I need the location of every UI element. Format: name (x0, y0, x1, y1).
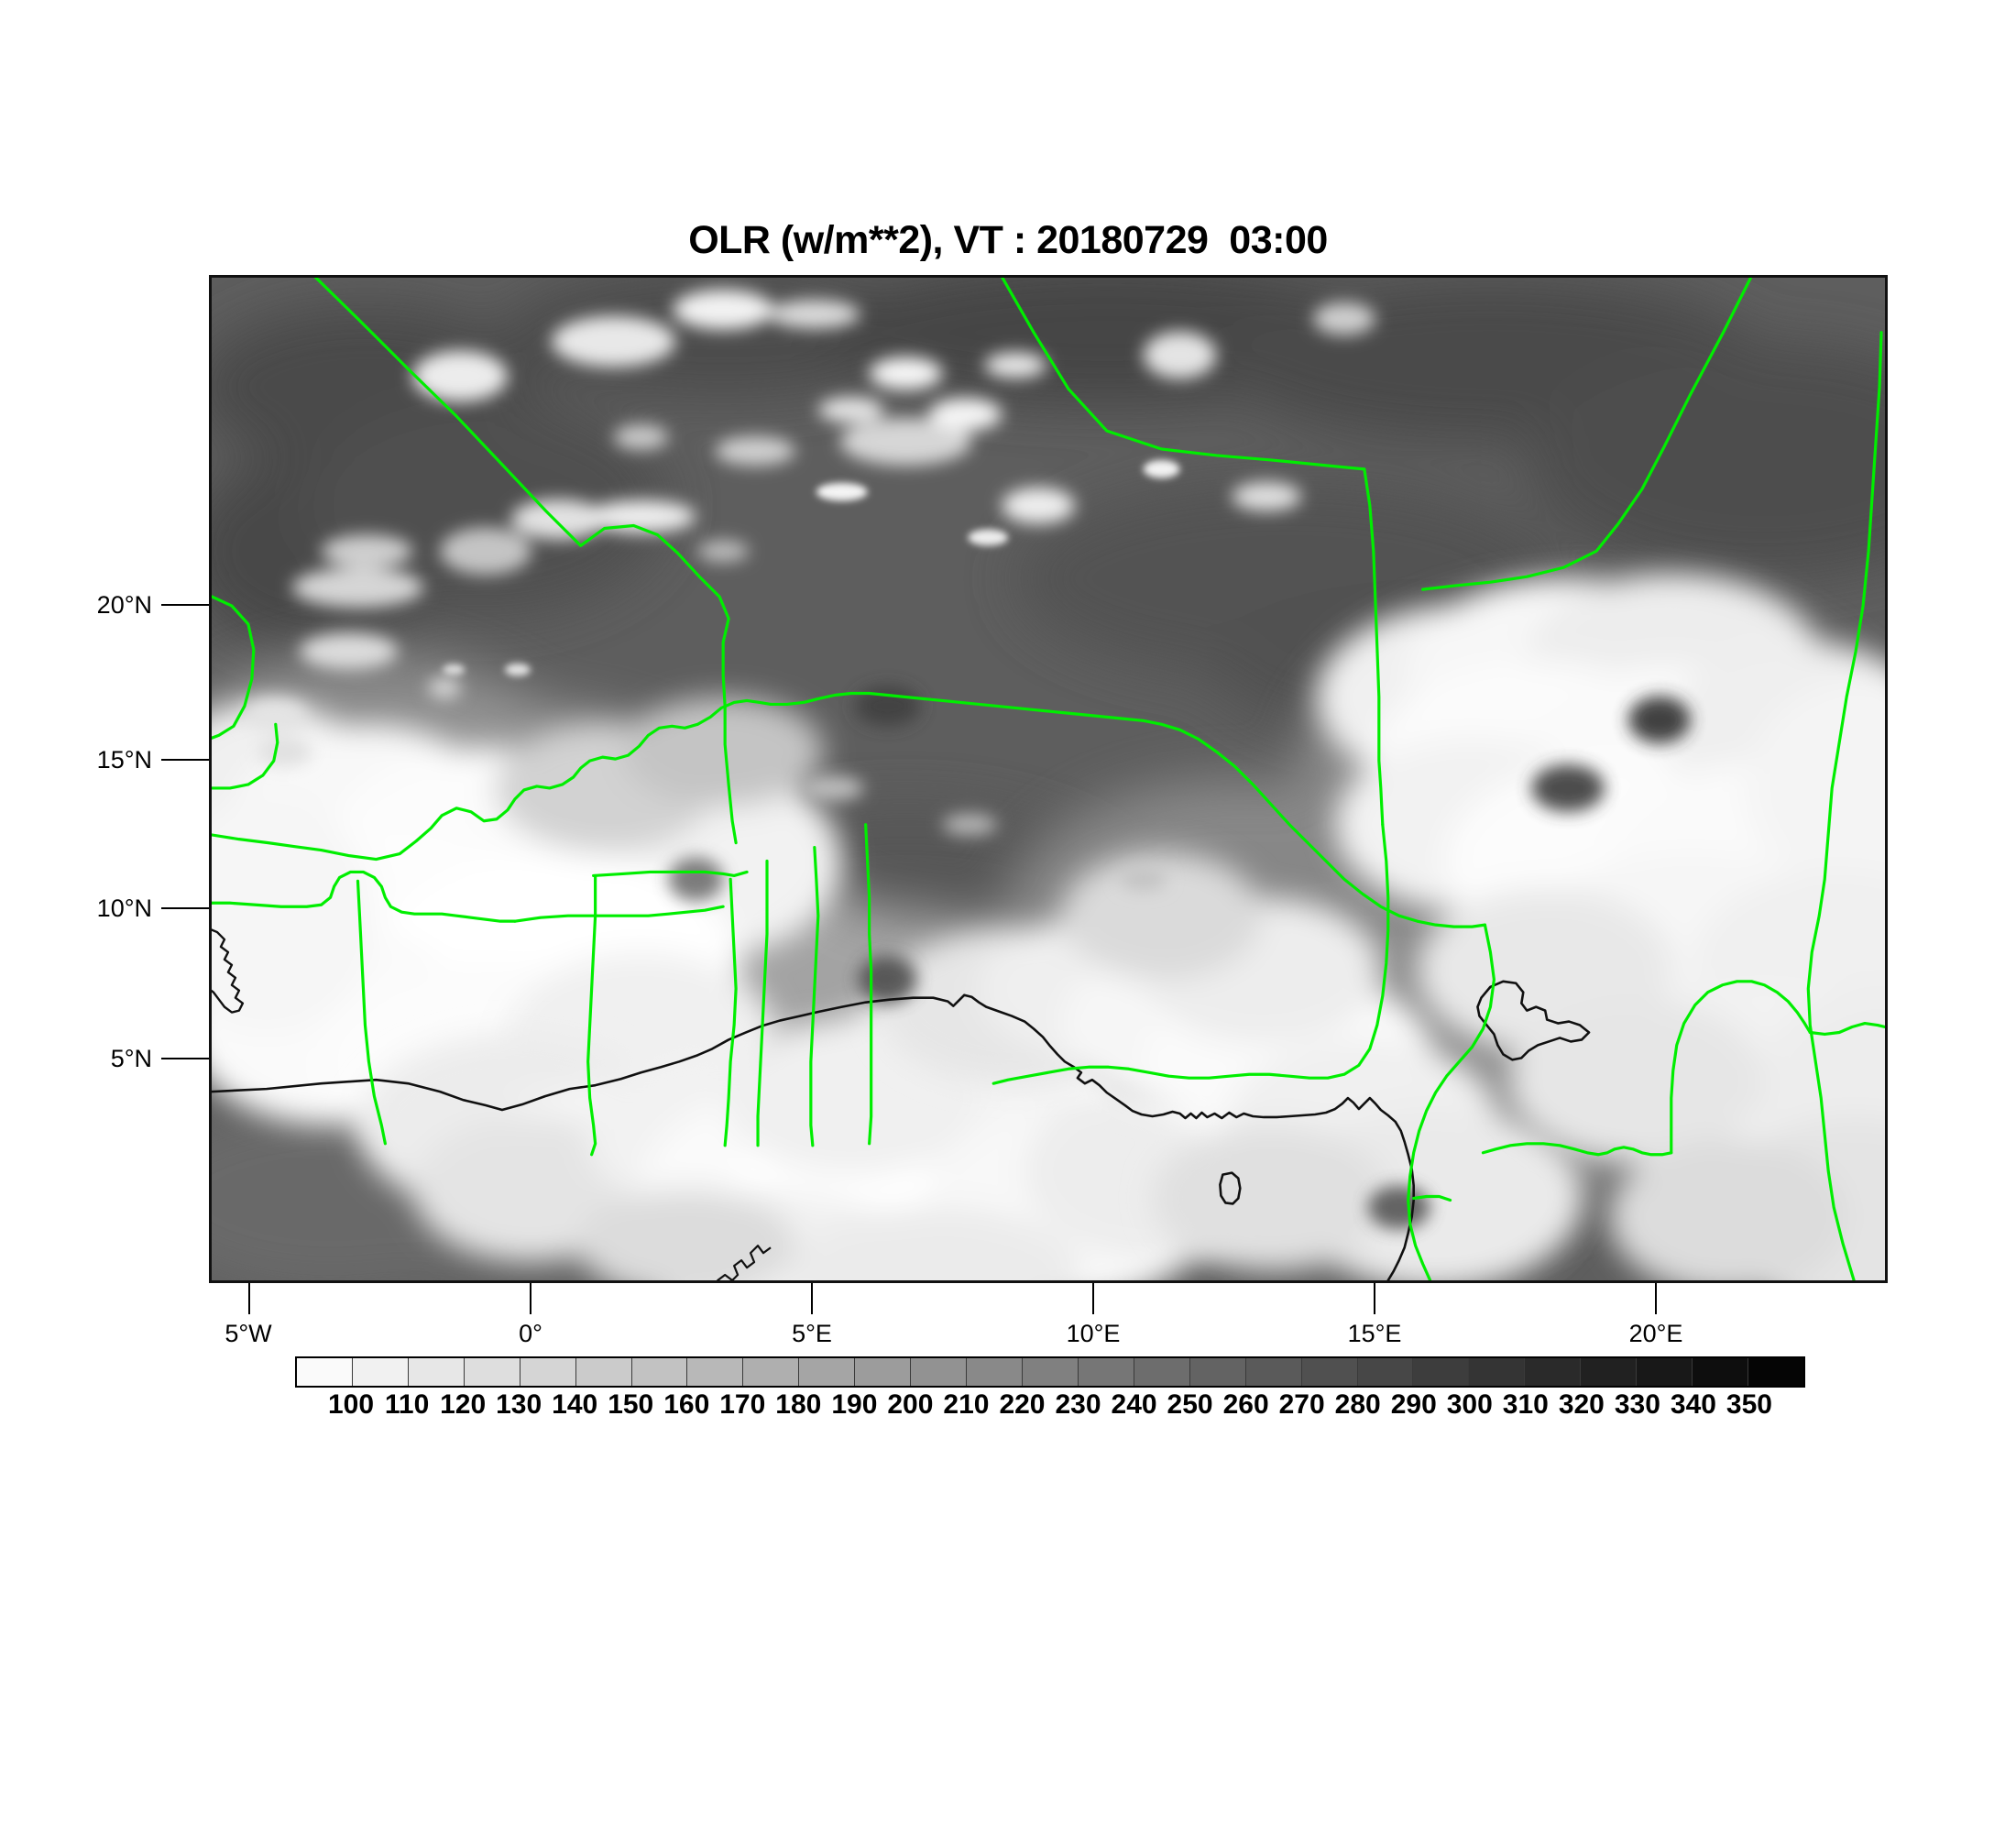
colorbar-cell (297, 1358, 353, 1386)
olr-raster (212, 278, 1885, 1280)
lon-label-10E: 10°E (1066, 1320, 1121, 1347)
lon-label-5E: 5°E (792, 1320, 832, 1347)
colorbar-cell (687, 1358, 744, 1386)
colorbar-tick-labels: 100 110 120 130 140 150 160 170 180 190 200 210 220 2… (295, 1389, 1805, 1426)
colorbar-tick-label: 260 (1222, 1389, 1269, 1420)
colorbar-cell (1413, 1358, 1470, 1386)
colorbar-cell (464, 1358, 520, 1386)
colorbar-tick-label: 310 (1502, 1389, 1549, 1420)
colorbar-cell (1748, 1358, 1803, 1386)
olr-field (212, 278, 1885, 1280)
colorbar-cell (743, 1358, 800, 1386)
colorbar-tick-label: 240 (1111, 1389, 1157, 1420)
lat-tick-10N (161, 907, 209, 909)
colorbar-tick-label: 250 (1167, 1389, 1213, 1420)
colorbar-tick-label: 320 (1558, 1389, 1605, 1420)
colorbar-cell (352, 1358, 409, 1386)
lon-label-0: 0° (519, 1320, 542, 1347)
colorbar-tick-label: 270 (1278, 1389, 1325, 1420)
colorbar-tick-label: 350 (1726, 1389, 1772, 1420)
colorbar-tick-label: 110 (384, 1389, 430, 1420)
colorbar-cell (1693, 1358, 1748, 1386)
page-title: OLR (w/m**2), VT : 20180729 03:00 (688, 218, 1328, 262)
lon-label-5W: 5°W (225, 1320, 272, 1347)
colorbar-cell (1357, 1358, 1414, 1386)
colorbar-cell (1134, 1358, 1190, 1386)
lake-volta (717, 1245, 772, 1280)
colorbar-cell (631, 1358, 688, 1386)
lat-label-20N: 20°N (96, 591, 152, 619)
lon-tick-10E (1092, 1283, 1094, 1314)
lon-tick-20E (1655, 1283, 1657, 1314)
colorbar[interactable]: 100 110 120 130 140 150 160 170 180 190 200 210 220 2… (295, 1356, 1805, 1420)
lon-tick-0 (530, 1283, 531, 1314)
colorbar-cell (1022, 1358, 1079, 1386)
colorbar-tick-label: 300 (1446, 1389, 1493, 1420)
colorbar-cell (1581, 1358, 1638, 1386)
lake-chad (1476, 980, 1591, 1061)
colorbar-cell (1078, 1358, 1134, 1386)
colorbar-cell (1637, 1358, 1693, 1386)
colorbar-tick-label: 160 (663, 1389, 710, 1420)
colorbar-tick-label: 120 (440, 1389, 487, 1420)
colorbar-tick-label: 230 (1055, 1389, 1101, 1420)
colorbar-gradient (295, 1356, 1805, 1388)
colorbar-tick-label: 340 (1670, 1389, 1716, 1420)
colorbar-tick-label: 150 (608, 1389, 654, 1420)
colorbar-tick-label: 280 (1334, 1389, 1381, 1420)
colorbar-tick-label: 290 (1390, 1389, 1437, 1420)
colorbar-tick-label: 140 (552, 1389, 598, 1420)
colorbar-tick-label: 170 (719, 1389, 766, 1420)
lat-label-5N: 5°N (110, 1045, 152, 1072)
colorbar-tick-label: 330 (1614, 1389, 1660, 1420)
colorbar-tick-label: 200 (887, 1389, 934, 1420)
lat-tick-20N (161, 604, 209, 606)
colorbar-cell (1301, 1358, 1358, 1386)
colorbar-cell (911, 1358, 968, 1386)
lon-tick-5E (811, 1283, 813, 1314)
colorbar-tick-label: 180 (775, 1389, 822, 1420)
colorbar-cell (408, 1358, 465, 1386)
lon-label-15E: 15°E (1347, 1320, 1402, 1347)
lon-label-20E: 20°E (1628, 1320, 1683, 1347)
colorbar-tick-label: 100 (328, 1389, 375, 1420)
map-panel[interactable] (209, 275, 1888, 1283)
colorbar-cell (1525, 1358, 1582, 1386)
colorbar-cell (575, 1358, 632, 1386)
colorbar-cell (1245, 1358, 1302, 1386)
colorbar-cell (855, 1358, 912, 1386)
colorbar-cell (967, 1358, 1023, 1386)
coastline (212, 993, 1415, 1280)
lat-tick-15N (161, 759, 209, 761)
colorbar-cell (799, 1358, 856, 1386)
colorbar-cell (1469, 1358, 1526, 1386)
lon-tick-5W (248, 1283, 250, 1314)
country-borders (212, 278, 1885, 1280)
lat-tick-5N (161, 1058, 209, 1059)
colorbar-cell (1189, 1358, 1246, 1386)
colorbar-tick-label: 220 (999, 1389, 1046, 1420)
colorbar-tick-label: 190 (831, 1389, 878, 1420)
lat-label-10N: 10°N (96, 895, 152, 922)
lon-tick-15E (1374, 1283, 1375, 1314)
colorbar-tick-label: 130 (496, 1389, 542, 1420)
lat-label-15N: 15°N (96, 746, 152, 774)
colorbar-cell (520, 1358, 576, 1386)
colorbar-tick-label: 210 (943, 1389, 990, 1420)
